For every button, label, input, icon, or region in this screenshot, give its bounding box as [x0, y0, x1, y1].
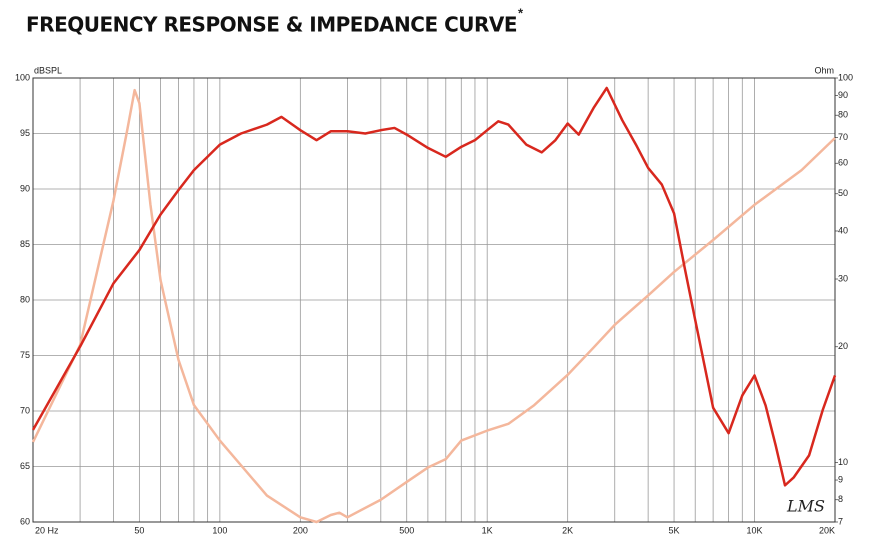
y2-tick-label: 50: [838, 188, 848, 198]
y2-tick-label: 90: [838, 90, 848, 100]
y-tick-label: 100: [15, 72, 30, 82]
x-tick-label: 50: [134, 525, 144, 535]
x-tick-label: 200: [293, 525, 308, 535]
data-line: [31, 88, 836, 524]
x-tick-label: 1K: [482, 525, 493, 535]
data-line: [31, 86, 837, 487]
y-tick-label: 85: [20, 239, 30, 249]
y-axis-label: dBSPL: [34, 65, 62, 75]
y-tick-label: 90: [20, 183, 30, 193]
y2-tick-label: 30: [838, 273, 848, 283]
y2-tick-label: 40: [838, 225, 848, 235]
chart-title: FREQUENCY RESPONSE & IMPEDANCE CURVE: [26, 13, 517, 37]
y2-tick-label: 10: [838, 457, 848, 467]
logo: LMS: [786, 497, 825, 516]
y-tick-label: 65: [20, 461, 30, 471]
y-tick-label: 95: [20, 128, 30, 138]
y2-tick-label: 7: [838, 516, 843, 526]
y2-tick-label: 60: [838, 158, 848, 168]
y-tick-label: 80: [20, 294, 30, 304]
title-mark: *: [518, 5, 524, 20]
x-tick-label: 20 Hz: [35, 525, 59, 535]
x-tick-label: 10K: [747, 525, 763, 535]
x-tick-label: 500: [399, 525, 414, 535]
x-tick-label: 2K: [562, 525, 573, 535]
plot-frame: [32, 77, 836, 523]
x-tick-label: 100: [212, 525, 227, 535]
y2-tick-label: 9: [838, 474, 843, 484]
x-tick-label: 20K: [819, 525, 835, 535]
y2-tick-label: 100: [838, 72, 853, 82]
y-tick-label: 70: [20, 405, 30, 415]
y2-tick-label: 20: [838, 341, 848, 351]
y2-tick-label: 8: [838, 494, 843, 504]
y2-tick-label: 80: [838, 110, 848, 120]
y2-tick-label: 70: [838, 132, 848, 142]
y-tick-label: 60: [20, 516, 30, 526]
x-tick-label: 5K: [669, 525, 680, 535]
y2-axis-label: Ohm: [814, 65, 834, 75]
y-tick-label: 75: [20, 350, 30, 360]
